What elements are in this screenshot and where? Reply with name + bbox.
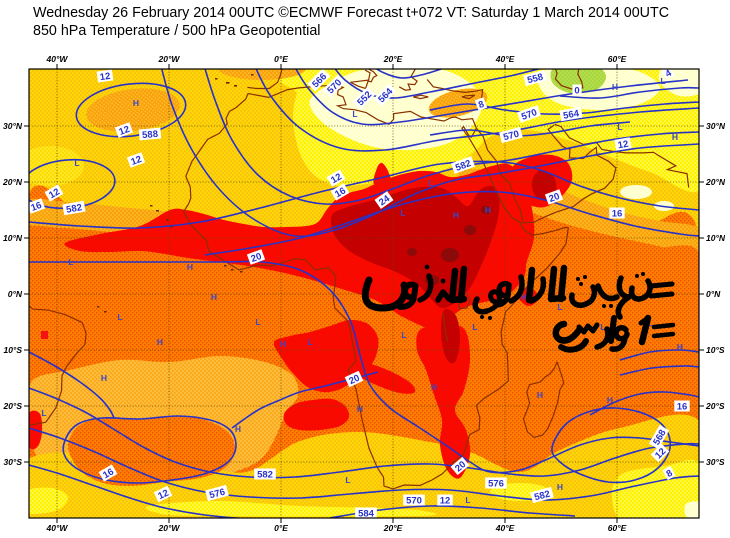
svg-text:12: 12 — [329, 171, 344, 186]
svg-text:L: L — [74, 158, 79, 168]
svg-text:584: 584 — [358, 509, 375, 520]
svg-text:40°W: 40°W — [46, 523, 69, 533]
svg-text:16: 16 — [333, 185, 348, 200]
svg-text:H: H — [187, 262, 193, 272]
svg-text:20: 20 — [249, 251, 263, 265]
svg-text:570: 570 — [502, 129, 520, 144]
svg-text:0°N: 0°N — [8, 289, 23, 299]
svg-text:L: L — [557, 302, 562, 312]
svg-text:10°N: 10°N — [706, 233, 726, 243]
svg-text:16: 16 — [29, 200, 43, 214]
svg-text:20°N: 20°N — [705, 177, 726, 187]
svg-text:0°N: 0°N — [706, 289, 721, 299]
svg-text:H: H — [211, 292, 217, 302]
svg-text:H: H — [357, 404, 363, 414]
svg-text:L: L — [352, 109, 357, 119]
svg-text:H: H — [672, 132, 678, 142]
svg-text:16: 16 — [101, 466, 116, 481]
svg-text:16: 16 — [612, 209, 623, 220]
svg-text:L: L — [400, 208, 405, 218]
svg-text:L: L — [68, 257, 73, 267]
svg-text:H: H — [557, 482, 563, 492]
svg-text:H: H — [537, 390, 543, 400]
svg-text:30°N: 30°N — [3, 121, 23, 131]
svg-text:L: L — [255, 317, 260, 327]
svg-text:12: 12 — [617, 139, 629, 152]
svg-text:L: L — [401, 330, 406, 340]
svg-text:40°E: 40°E — [495, 523, 515, 533]
svg-text:20: 20 — [547, 191, 561, 205]
svg-text:L: L — [345, 475, 350, 485]
svg-text:40°E: 40°E — [495, 54, 515, 64]
svg-text:0: 0 — [574, 86, 579, 97]
svg-text:12: 12 — [99, 71, 111, 83]
svg-text:10°N: 10°N — [3, 233, 23, 243]
svg-text:20°S: 20°S — [705, 401, 725, 411]
svg-text:582: 582 — [454, 158, 473, 174]
svg-text:H: H — [453, 210, 459, 220]
svg-text:12: 12 — [440, 496, 451, 507]
svg-text:60°E: 60°E — [608, 523, 627, 533]
svg-text:20°S: 20°S — [2, 401, 22, 411]
svg-text:L: L — [600, 322, 605, 332]
svg-text:L: L — [428, 178, 433, 188]
svg-text:576: 576 — [208, 487, 226, 502]
svg-text:H: H — [235, 424, 241, 434]
svg-text:570: 570 — [406, 496, 422, 507]
svg-text:L: L — [117, 312, 122, 322]
svg-text:12: 12 — [47, 186, 62, 201]
svg-text:0°E: 0°E — [274, 54, 288, 64]
svg-text:20°W: 20°W — [158, 54, 181, 64]
svg-text:20: 20 — [347, 373, 361, 387]
svg-text:H: H — [101, 373, 107, 383]
svg-text:588: 588 — [142, 129, 159, 141]
svg-text:582: 582 — [65, 202, 83, 216]
svg-text:H: H — [485, 205, 491, 215]
svg-text:H: H — [607, 395, 613, 405]
svg-text:30°S: 30°S — [3, 457, 22, 467]
svg-text:H: H — [280, 339, 286, 349]
svg-text:10°S: 10°S — [706, 345, 725, 355]
svg-text:L: L — [307, 337, 312, 347]
svg-text:570: 570 — [520, 107, 539, 123]
svg-text:12: 12 — [156, 488, 170, 502]
svg-text:8: 8 — [477, 99, 486, 111]
svg-text:0°E: 0°E — [274, 523, 288, 533]
svg-text:L: L — [660, 76, 665, 86]
svg-text:4: 4 — [663, 67, 674, 80]
svg-text:H: H — [612, 82, 618, 92]
svg-text:10°S: 10°S — [3, 345, 22, 355]
svg-text:L: L — [41, 408, 46, 418]
svg-text:H: H — [677, 342, 683, 352]
svg-text:L: L — [465, 495, 470, 505]
svg-text:H: H — [133, 98, 139, 108]
svg-text:12: 12 — [129, 154, 143, 168]
svg-text:582: 582 — [257, 470, 273, 481]
svg-text:H: H — [431, 382, 437, 392]
svg-text:12: 12 — [117, 124, 131, 138]
svg-text:20°E: 20°E — [383, 54, 403, 64]
svg-text:40°W: 40°W — [46, 54, 69, 64]
svg-text:20°E: 20°E — [383, 523, 403, 533]
svg-text:30°N: 30°N — [706, 121, 726, 131]
svg-text:576: 576 — [488, 479, 504, 490]
svg-text:564: 564 — [562, 108, 580, 122]
svg-text:16: 16 — [677, 402, 688, 413]
svg-text:582: 582 — [533, 489, 551, 504]
svg-text:L: L — [472, 322, 477, 332]
svg-text:H: H — [157, 337, 163, 347]
svg-text:8: 8 — [664, 468, 674, 480]
svg-text:60°E: 60°E — [608, 54, 627, 64]
svg-text:558: 558 — [526, 72, 544, 87]
svg-text:20°N: 20°N — [2, 177, 23, 187]
svg-text:H: H — [521, 292, 527, 302]
svg-text:L: L — [617, 122, 622, 132]
svg-text:20°W: 20°W — [158, 523, 181, 533]
svg-text:30°S: 30°S — [706, 457, 725, 467]
